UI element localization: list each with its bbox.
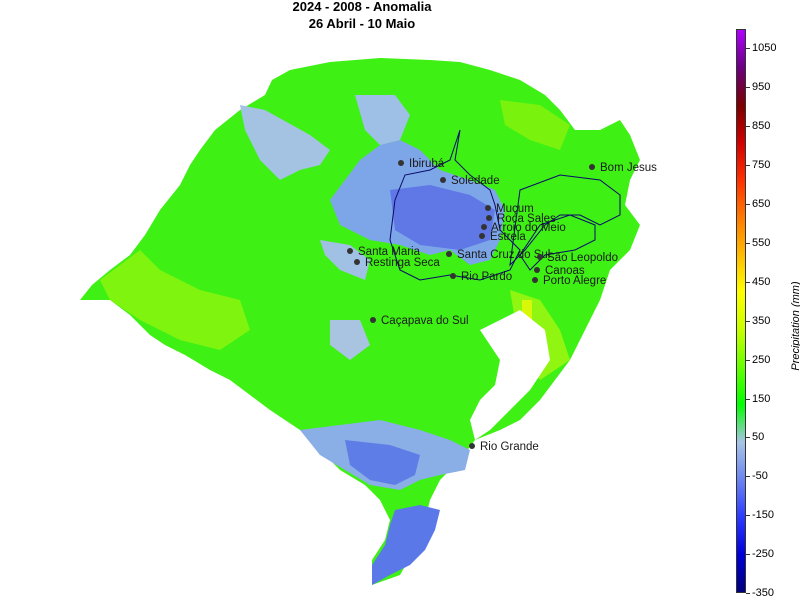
city-rio-pardo: Rio Pardo — [450, 271, 512, 283]
city-cacapava-do-sul: Caçapava do Sul — [370, 315, 469, 327]
city-mucum: Muçum — [485, 203, 534, 215]
colorbar-tick — [746, 126, 750, 128]
colorbar-tick-label: 650 — [752, 198, 771, 211]
city-restinga-seca: Restinga Seca — [354, 257, 440, 269]
map-title: 2024 - 2008 - Anomalia — [292, 0, 432, 14]
colorbar-tick — [746, 476, 750, 478]
region-blue-north — [355, 95, 410, 145]
region-yellowgreen-northeast — [500, 100, 570, 150]
colorbar-tick-label: -350 — [752, 587, 775, 599]
city-markers: Ibirubá Soledade Bom Jesus Muçum Roca Sa… — [347, 158, 657, 453]
svg-text:Soledade: Soledade — [451, 175, 500, 187]
city-estrela: Estrela — [479, 231, 526, 243]
colorbar-tick — [746, 48, 750, 50]
svg-text:Caçapava do Sul: Caçapava do Sul — [381, 315, 469, 327]
svg-text:Roca Sales: Roca Sales — [497, 213, 556, 225]
colorbar-tick — [746, 437, 750, 439]
colorbar-tick — [746, 593, 750, 594]
colorbar-tick-label: -250 — [752, 548, 775, 561]
colorbar — [736, 29, 746, 593]
region-yellowgreen-west — [100, 250, 250, 350]
colorbar-tick-label: 850 — [752, 120, 771, 133]
svg-text:Bom Jesus: Bom Jesus — [600, 162, 657, 174]
colorbar-tick-label: 550 — [752, 236, 771, 249]
region-blue-northwest — [240, 105, 330, 180]
basin-boundary-taquari — [389, 129, 521, 281]
city-santa-cruz-do-sul: Santa Cruz do Sul — [446, 249, 550, 261]
colorbar-tick-label: 50 — [752, 431, 765, 444]
city-soledade: Soledade — [440, 175, 500, 187]
svg-text:Arroio do Meio: Arroio do Meio — [491, 222, 566, 234]
colorbar-tick — [746, 204, 750, 206]
svg-text:Santa Maria: Santa Maria — [358, 246, 421, 258]
colorbar-tick — [746, 320, 750, 322]
colorbar-tick — [746, 165, 750, 167]
precipitation-anomaly-map: Ibirubá Soledade Bom Jesus Muçum Roca Sa… — [80, 58, 657, 585]
region-blue-south-core — [345, 440, 420, 485]
colorbar-tick-label: -50 — [752, 470, 768, 483]
basin-boundary-sinos — [519, 214, 596, 271]
city-rio-grande: Rio Grande — [469, 441, 539, 453]
svg-text:Restinga Seca: Restinga Seca — [365, 257, 440, 269]
city-santa-maria: Santa Maria — [347, 246, 421, 258]
city-roca-sales: Roca Sales — [486, 213, 556, 225]
colorbar-tick-label: 450 — [752, 275, 771, 288]
map-subtitle: 26 Abril - 10 Maio — [308, 16, 416, 31]
city-ibiruba: Ibirubá — [398, 158, 445, 170]
region-blue-west-strip — [320, 240, 370, 280]
colorbar-tick — [746, 281, 750, 283]
colorbar-tick-label: 950 — [752, 81, 771, 94]
colorbar-tick-label: -150 — [752, 509, 775, 522]
region-blue-central-core — [390, 185, 495, 250]
region-blue-southwest — [330, 320, 370, 360]
colorbar-tick — [746, 87, 750, 89]
colorbar-tick-label: 150 — [752, 392, 771, 405]
city-arroio-do-meio: Arroio do Meio — [481, 222, 566, 234]
svg-text:Rio Grande: Rio Grande — [480, 441, 539, 453]
city-canoas: Canoas — [534, 265, 585, 277]
colorbar-tick-label: 750 — [752, 159, 771, 172]
svg-text:Muçum: Muçum — [496, 203, 534, 215]
region-blue-tip — [372, 505, 440, 585]
svg-text:Santa Cruz do Sul: Santa Cruz do Sul — [457, 249, 550, 261]
svg-text:Rio Pardo: Rio Pardo — [461, 271, 512, 283]
svg-text:São Leopoldo: São Leopoldo — [547, 252, 618, 264]
svg-text:Estrela: Estrela — [490, 231, 526, 243]
svg-text:Canoas: Canoas — [545, 265, 585, 277]
colorbar-tick-label: 1050 — [752, 42, 777, 55]
colorbar-tick — [746, 359, 750, 361]
basin-boundary-east — [509, 174, 621, 267]
svg-text:Porto Alegre: Porto Alegre — [543, 275, 606, 287]
colorbar-tick-label: 350 — [752, 314, 771, 327]
svg-text:Ibirubá: Ibirubá — [409, 158, 445, 170]
colorbar-tick — [746, 554, 750, 556]
colorbar-tick — [746, 398, 750, 400]
city-sao-leopoldo: São Leopoldo — [537, 252, 618, 264]
colorbar-tick — [746, 515, 750, 517]
lagoon-gap — [470, 310, 550, 440]
city-bom-jesus: Bom Jesus — [589, 162, 657, 174]
city-porto-alegre: Porto Alegre — [532, 275, 606, 287]
colorbar-tick-label: 250 — [752, 353, 771, 366]
colorbar-tick — [746, 242, 750, 244]
colorbar-label: Precipitation (mm) — [790, 281, 800, 371]
